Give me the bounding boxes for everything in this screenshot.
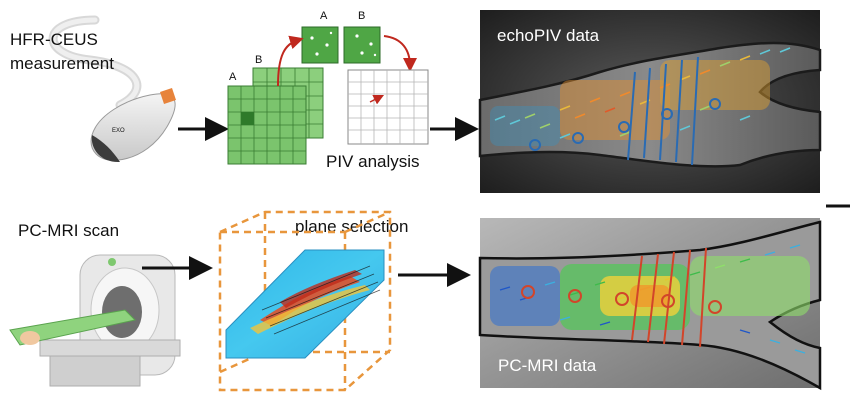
small-window-b-label: B <box>358 10 365 22</box>
red-arrow-to-result <box>383 35 417 72</box>
displacement-grid <box>347 69 429 145</box>
echopiv-roi-markers <box>529 56 721 166</box>
red-arrow-to-window-a <box>277 35 304 87</box>
small-window-b <box>343 26 381 64</box>
echopiv-data-label: echoPIV data <box>497 26 600 45</box>
plane-selection-box <box>218 210 392 392</box>
pc-mri-image <box>478 218 822 391</box>
pc-mri-roi-markers <box>521 247 722 348</box>
piv-analysis-label: PIV analysis <box>326 152 420 171</box>
ultrasound-probe-icon: EXO <box>48 15 176 163</box>
hfr-ceus-label-line1: HFR-CEUS <box>10 30 98 49</box>
pc-mri-scan-label: PC-MRI scan <box>18 221 119 240</box>
frame-b-label: B <box>255 54 262 66</box>
echopiv-velocity-field <box>490 47 791 146</box>
pc-mri-velocity-field <box>490 244 810 354</box>
plane-selection-label: plane selection <box>295 217 408 236</box>
svg-text:EXO: EXO <box>112 128 125 134</box>
plane-velocity-bands <box>250 265 381 335</box>
frame-a-grid <box>227 85 307 165</box>
frame-a-label: A <box>229 71 237 83</box>
echopiv-image <box>478 10 822 193</box>
displacement-vector <box>369 94 385 105</box>
small-window-a <box>301 26 339 64</box>
pc-mri-data-label: PC-MRI data <box>498 356 597 375</box>
mri-scanner-icon <box>9 254 181 387</box>
interrogation-window <box>241 112 254 125</box>
hfr-ceus-label-line2: measurement <box>10 54 114 73</box>
small-window-a-label: A <box>320 10 328 22</box>
